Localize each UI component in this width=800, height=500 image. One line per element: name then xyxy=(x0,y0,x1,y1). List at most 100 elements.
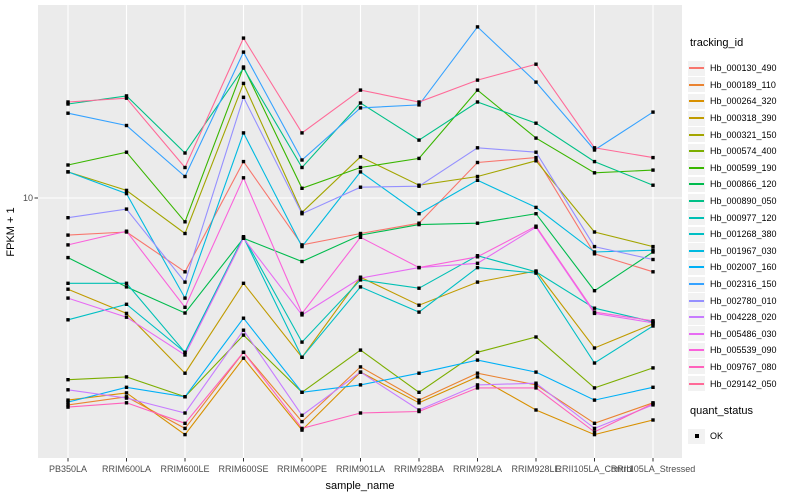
data-point xyxy=(592,171,597,175)
legend-key-line-icon xyxy=(688,309,705,325)
data-point xyxy=(241,356,246,360)
data-point xyxy=(417,265,421,270)
data-point xyxy=(124,385,129,389)
data-point xyxy=(651,248,655,252)
data-point xyxy=(475,280,480,284)
data-point xyxy=(183,151,187,155)
legend-item-label: OK xyxy=(710,431,724,442)
data-point xyxy=(651,257,655,262)
data-point xyxy=(475,221,480,225)
data-point xyxy=(66,388,70,392)
data-point xyxy=(592,159,597,164)
legend-item-label: Hb_001967_030 xyxy=(710,245,777,256)
legend-key-line-icon xyxy=(688,60,705,76)
x-tick-label: RRII105LA_Stressed xyxy=(610,464,696,474)
data-point xyxy=(534,271,538,275)
data-point xyxy=(183,371,187,375)
data-point xyxy=(417,156,421,161)
legend-title-quant-status: quant_status xyxy=(690,404,753,417)
data-point xyxy=(592,346,597,350)
data-point xyxy=(300,259,304,264)
data-point xyxy=(592,398,597,402)
data-point xyxy=(183,350,187,354)
data-point xyxy=(592,386,597,390)
data-point xyxy=(592,432,597,437)
data-point xyxy=(124,311,129,316)
data-point xyxy=(66,296,70,300)
legend-item-quant-ok: OK xyxy=(688,428,800,445)
data-point xyxy=(534,386,538,390)
data-point xyxy=(300,131,304,135)
data-point xyxy=(300,186,304,190)
data-point xyxy=(66,255,70,260)
data-point xyxy=(651,321,655,325)
data-point xyxy=(417,409,421,414)
data-point xyxy=(534,80,538,84)
data-point xyxy=(66,102,70,106)
legend-key-line-icon xyxy=(688,326,705,342)
x-tick-label: RRIM600LA xyxy=(101,464,152,474)
data-point xyxy=(300,426,304,431)
legend-item: Hb_000321_150 xyxy=(688,126,800,143)
data-point xyxy=(651,183,655,187)
data-point xyxy=(300,212,304,216)
data-point xyxy=(241,333,246,337)
data-point xyxy=(358,370,363,374)
data-point xyxy=(300,413,304,417)
legend-item-label: Hb_000264_320 xyxy=(710,96,777,107)
data-point xyxy=(475,178,480,182)
legend-item-label: Hb_000866_120 xyxy=(710,179,777,190)
data-point xyxy=(534,121,538,125)
data-point xyxy=(124,123,129,128)
legend-item-label: Hb_009767_080 xyxy=(710,361,777,372)
data-point xyxy=(592,306,597,310)
legend-item: Hb_000574_400 xyxy=(688,143,800,160)
data-point xyxy=(241,236,246,240)
data-point xyxy=(66,287,70,291)
data-point xyxy=(358,276,363,280)
legend-key-line-icon xyxy=(688,359,705,375)
data-point xyxy=(592,430,597,434)
data-point xyxy=(651,168,655,172)
data-point xyxy=(183,426,187,431)
data-point xyxy=(358,278,363,282)
data-point xyxy=(300,311,304,316)
legend-item-label: Hb_004228_020 xyxy=(710,312,777,323)
data-point xyxy=(592,289,597,293)
data-point xyxy=(534,383,538,387)
legend-item: Hb_002316_150 xyxy=(688,276,800,293)
data-point xyxy=(475,255,480,259)
data-point xyxy=(66,400,70,404)
legend-item-label: Hb_000977_120 xyxy=(710,212,777,223)
x-tick-label: RRIM928LE xyxy=(511,464,561,474)
data-point xyxy=(475,375,480,379)
legend-item: Hb_000977_120 xyxy=(688,209,800,226)
data-point xyxy=(241,131,246,135)
data-point xyxy=(183,305,187,309)
legend-key-line-icon xyxy=(688,176,705,192)
data-point xyxy=(592,421,597,425)
data-point xyxy=(124,315,129,319)
data-point xyxy=(66,398,70,402)
data-point xyxy=(241,281,246,285)
data-point xyxy=(475,174,480,179)
legend-key-line-icon xyxy=(688,143,705,159)
data-point xyxy=(592,426,597,431)
legend-item: Hb_000264_320 xyxy=(688,93,800,110)
legend-key-line-icon xyxy=(688,243,705,259)
data-point xyxy=(66,100,70,104)
data-point xyxy=(417,222,421,227)
legend-key-line-icon xyxy=(688,226,705,242)
legend-item: Hb_002007_160 xyxy=(688,259,800,276)
x-tick-label: RRIM901LA xyxy=(335,464,386,474)
x-axis-title: sample_name xyxy=(325,480,395,492)
x-tick-label: RRIM600LE xyxy=(160,464,210,474)
data-point xyxy=(358,411,363,415)
data-point xyxy=(183,270,187,274)
data-point xyxy=(475,88,480,92)
data-point xyxy=(534,136,538,140)
data-point xyxy=(241,66,246,70)
data-point xyxy=(124,302,129,306)
legend-item: Hb_005539_090 xyxy=(688,342,800,359)
